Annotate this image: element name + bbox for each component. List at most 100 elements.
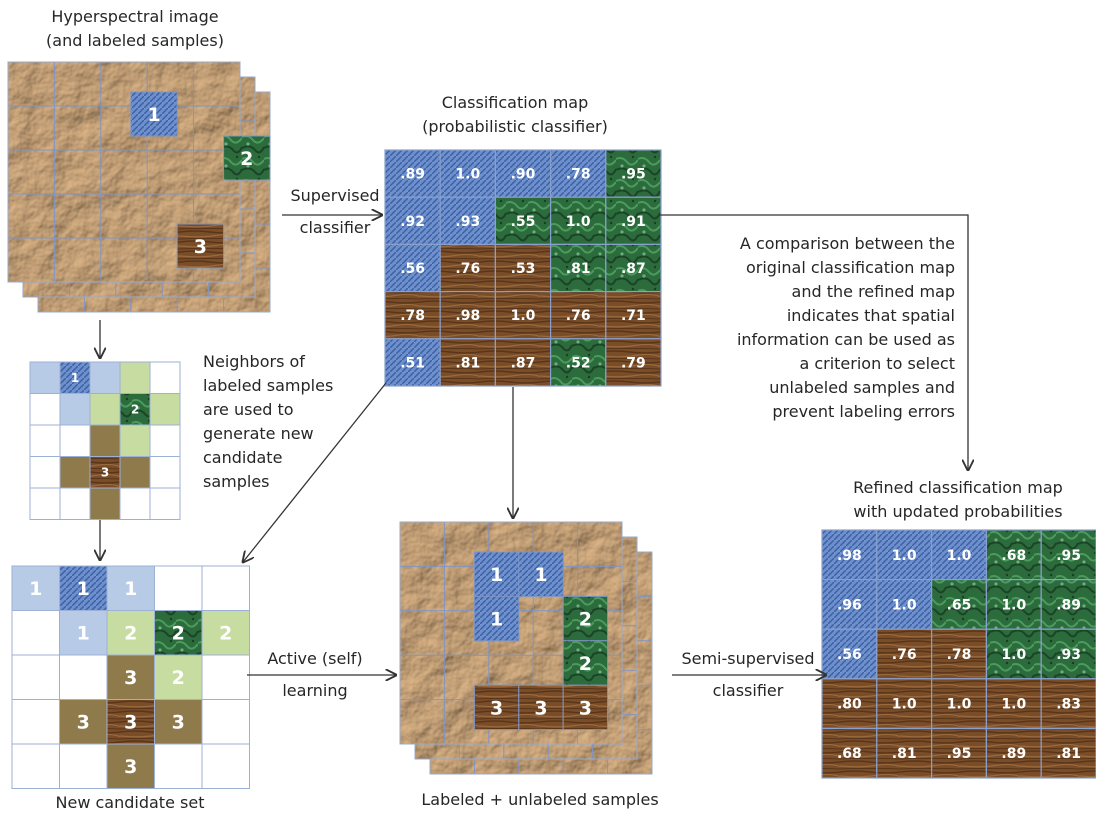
classification-map-cell (494, 291, 552, 340)
classification-map-value: .87 (511, 355, 536, 371)
classification-map-value: .92 (400, 214, 425, 230)
candidate-grid-cell (59, 610, 108, 656)
candidate-grid-cell-label: 3 (124, 667, 137, 689)
classification-map-cell (549, 196, 607, 245)
neighbors-grid-empty-cell (29, 487, 61, 520)
active-learning-label-line-1: Active (self) (267, 649, 362, 668)
candidate-grid-cell (154, 654, 203, 700)
arrows-layer (100, 215, 968, 675)
candidate-grid-cell-label: 3 (172, 712, 185, 734)
refined-map-title-line-1: Refined classification map (853, 478, 1063, 497)
neighbors-grid: 1 2 3 (29, 361, 181, 520)
classification-map-cell (605, 338, 662, 387)
refined-map-cell (821, 678, 878, 729)
comparison-caption-line-8: prevent labeling errors (772, 402, 955, 421)
refined-map-cell (821, 727, 878, 779)
neighbors-caption-line-5: candidate (203, 448, 282, 467)
classification-map-title-line-2: (probabilistic classifier) (422, 117, 608, 136)
neighbors-grid-cell-label: 1 (71, 371, 79, 385)
supervised-classifier-label-line-1: Supervised (290, 186, 379, 205)
candidate-grid-cell-label: 2 (172, 667, 185, 689)
refined-map-cell (876, 578, 933, 630)
comparison-caption-line-1: A comparison between the (740, 234, 955, 253)
classification-map-cell (549, 243, 607, 293)
classification-map-cell (439, 243, 497, 293)
classification-map-value: 1.0 (511, 308, 536, 324)
comparison-caption-line-3: and the refined map (792, 282, 955, 301)
classification-map-value: .93 (455, 214, 480, 230)
refined-map-value: 1.0 (892, 597, 917, 613)
labeled-sample-1 (473, 551, 520, 597)
candidate-grid-cell-label: 3 (124, 756, 137, 778)
refined-classification-map: .98 1.0 1.0 .68 .95 .96 1.0 .65 1.0 .89 .56 .76 .78 1… (821, 529, 1096, 779)
labeled-sample-5 (562, 595, 609, 642)
new-candidate-set-label: New candidate set (56, 793, 205, 812)
neighbors-grid-cell (149, 393, 181, 426)
candidate-grid-empty-cell (59, 654, 108, 700)
candidate-grid-cell (154, 610, 203, 656)
refined-map-value: .80 (837, 697, 862, 713)
comparison-caption-line-6: a criterion to select (799, 354, 955, 373)
refined-map-title-line-2: with updated probabilities (853, 502, 1062, 521)
classification-map-value: .78 (400, 308, 425, 324)
refined-map-cell (930, 678, 987, 729)
neighbors-grid-empty-cell (149, 361, 181, 394)
refined-map-value: 1.0 (1001, 697, 1026, 713)
classification-map-value: .71 (621, 308, 646, 324)
refined-map-cell (821, 529, 878, 581)
neighbors-grid-empty-cell (119, 487, 151, 520)
refined-map-cell (876, 529, 933, 581)
labeled-sample-6 (562, 640, 609, 686)
refined-map-value: .56 (837, 647, 862, 663)
candidate-grid-cell-label: 1 (77, 578, 90, 600)
candidate-grid-cell-label: 2 (219, 623, 232, 645)
refined-map-cell (1040, 578, 1096, 630)
classification-map-title-line-1: Classification map (442, 93, 589, 112)
classification-map-value: .76 (566, 308, 591, 324)
neighbors-grid-empty-cell (149, 456, 181, 489)
candidate-grid-cell (201, 610, 250, 656)
neighbors-grid-empty-cell (29, 456, 61, 489)
classification-map-cell (605, 243, 662, 293)
refined-map-cell (1040, 628, 1096, 680)
classification-map-value: .89 (400, 167, 425, 183)
classification-map-cell (549, 338, 607, 387)
comparison-caption-line-7: unlabeled samples and (769, 378, 955, 397)
refined-map-value: .95 (947, 746, 972, 762)
refined-map-value: 1.0 (892, 548, 917, 564)
refined-map-value: 1.0 (1001, 597, 1026, 613)
refined-map-value: .76 (892, 647, 917, 663)
neighbors-grid-cell (89, 487, 121, 520)
neighbors-grid-cell (89, 361, 121, 394)
semi-supervised-label-line-2: classifier (713, 681, 784, 700)
labeled-sample-9 (562, 684, 609, 731)
candidate-grid-cell-label: 3 (77, 712, 90, 734)
neighbors-grid-cell (119, 424, 151, 457)
neighbors-grid-empty-cell (149, 424, 181, 457)
labeled-sample-label: 3 (579, 697, 592, 719)
refined-map-value: .78 (947, 647, 972, 663)
classification-map-value: .78 (566, 167, 591, 183)
comparison-caption-line-5: information can be used as (737, 330, 955, 349)
labeled-sample-label: 2 (579, 653, 592, 675)
classification-map-cell (494, 243, 552, 293)
refined-map-cell (876, 678, 933, 729)
classification-map-value: .53 (511, 261, 536, 277)
refined-map-value: .98 (837, 548, 862, 564)
candidate-grid-cell (106, 743, 155, 789)
classification-map-cell (605, 196, 662, 245)
refined-map-cell (1040, 529, 1096, 581)
labeled-sample-8 (518, 684, 564, 731)
neighbors-grid-empty-cell (59, 487, 91, 520)
labeled-sample-label: 1 (534, 564, 547, 586)
labeled-sample-label: 1 (490, 564, 503, 586)
labeled-sample-label: 2 (579, 609, 592, 631)
active-learning-label-line-2: learning (282, 681, 347, 700)
labeled-unlabeled-stack: 1 1 1 2 2 3 3 3 (399, 521, 653, 775)
semi-supervised-label-line-1: Semi-supervised (681, 649, 814, 668)
classification-map-value: .90 (511, 167, 536, 183)
classification-map-cell (384, 149, 441, 198)
refined-map-value: .95 (1056, 548, 1081, 564)
comparison-caption-line-4: indicates that spatial (787, 306, 955, 325)
candidate-grid-empty-cell (201, 654, 250, 700)
